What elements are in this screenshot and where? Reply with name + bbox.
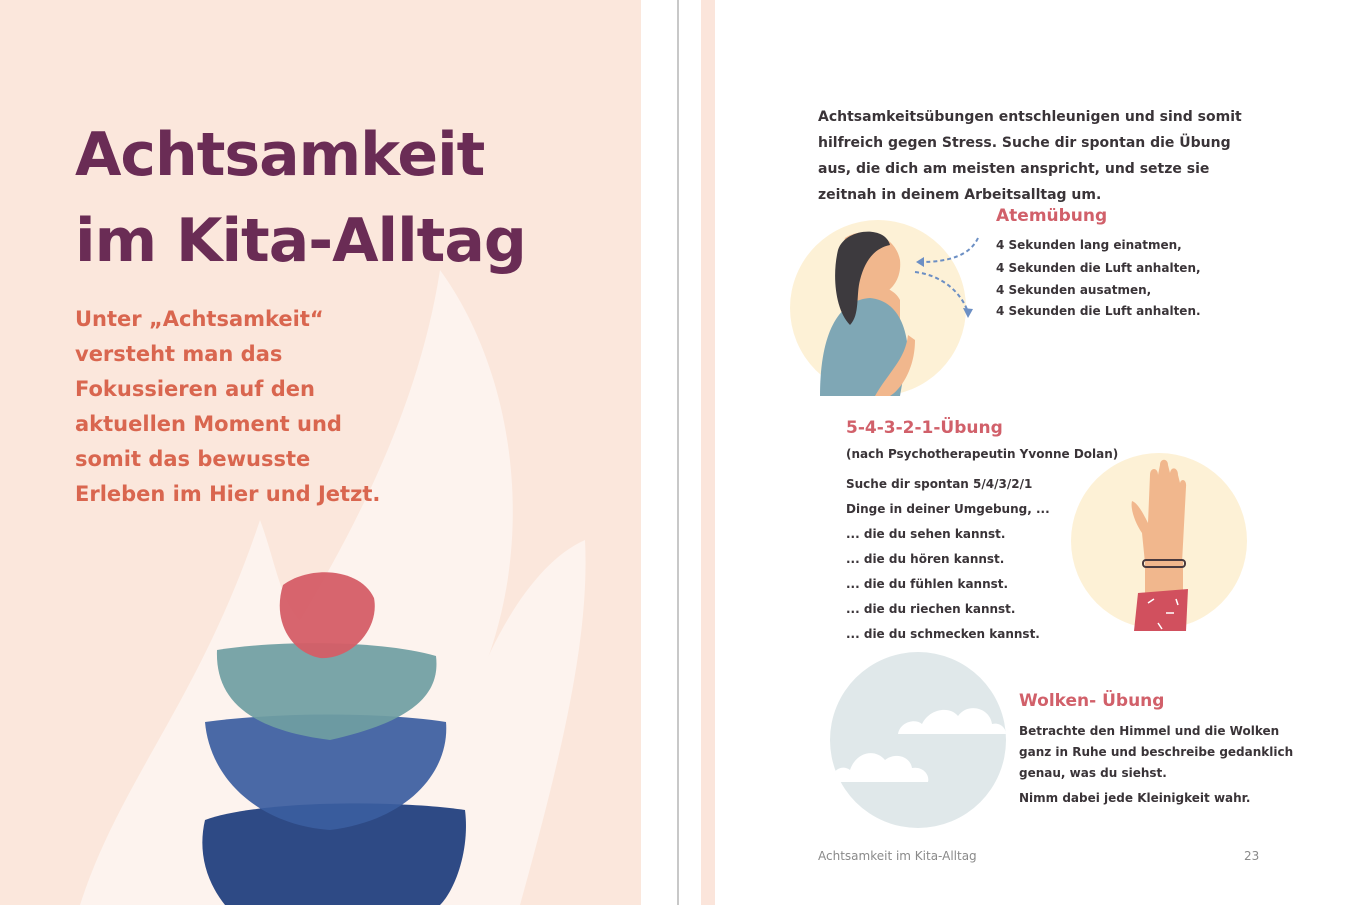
list-item: 4 Sekunden die Luft anhalten.	[996, 304, 1201, 318]
breathing-woman-illustration	[790, 220, 979, 396]
list-item: Betrachte den Himmel und die Wolken	[1019, 724, 1280, 738]
title-line-1: Achtsamkeit	[75, 120, 485, 190]
title-line-2: im Kita-Alltag	[75, 206, 527, 276]
exercise-title-clouds: Wolken- Übung	[1019, 691, 1165, 711]
list-item: 4 Sekunden die Luft anhalten,	[996, 261, 1201, 275]
page-gutter-divider	[677, 0, 679, 905]
page-edge-stripe	[701, 0, 715, 905]
list-item: Dinge in deiner Umgebung, ...	[846, 502, 1050, 516]
raised-hand-illustration	[1071, 453, 1247, 631]
list-item: 4 Sekunden lang einatmen,	[996, 238, 1182, 252]
clouds-text: Betrachte den Himmel und die Wolken ganz…	[1019, 721, 1293, 812]
exercise-title-breathing: Atemübung	[996, 206, 1108, 226]
list-item: genau, was du siehst.	[1019, 766, 1167, 780]
intro-text: Unter „Achtsamkeit“ versteht man das Fok…	[75, 307, 381, 506]
list-item: 4 Sekunden ausatmen,	[996, 283, 1152, 297]
list-item: ... die du schmecken kannst.	[846, 627, 1040, 641]
list-item: ... die du fühlen kannst.	[846, 577, 1009, 591]
page-title: Achtsamkeit im Kita-Alltag	[75, 112, 527, 284]
exercise-subtitle: (nach Psychotherapeutin Yvonne Dolan)	[846, 447, 1119, 461]
54321-steps: Suche dir spontan 5/4/3/2/1 Dinge in dei…	[846, 472, 1050, 647]
list-item: Suche dir spontan 5/4/3/2/1	[846, 477, 1033, 491]
running-footer: Achtsamkeit im Kita-Alltag	[818, 849, 977, 863]
list-item: ... die du hören kannst.	[846, 552, 1005, 566]
list-item: ganz in Ruhe und beschreibe gedanklich	[1019, 745, 1294, 759]
list-item: Nimm dabei jede Kleinigkeit wahr.	[1019, 791, 1251, 805]
stone-stack-illustration	[80, 270, 586, 905]
list-item: ... die du riechen kannst.	[846, 602, 1016, 616]
list-item: ... die du sehen kannst.	[846, 527, 1006, 541]
clouds-illustration	[830, 652, 1006, 828]
breathing-steps: 4 Sekunden lang einatmen, 4 Sekunden die…	[996, 235, 1201, 321]
lead-paragraph: Achtsamkeitsübungen entschleunigen und s…	[818, 109, 1242, 203]
left-page: Achtsamkeit im Kita-Alltag Unter „Achtsa…	[0, 0, 641, 905]
exercise-title-54321: 5-4-3-2-1-Übung	[846, 418, 1003, 438]
page-number: 23	[1244, 849, 1260, 863]
